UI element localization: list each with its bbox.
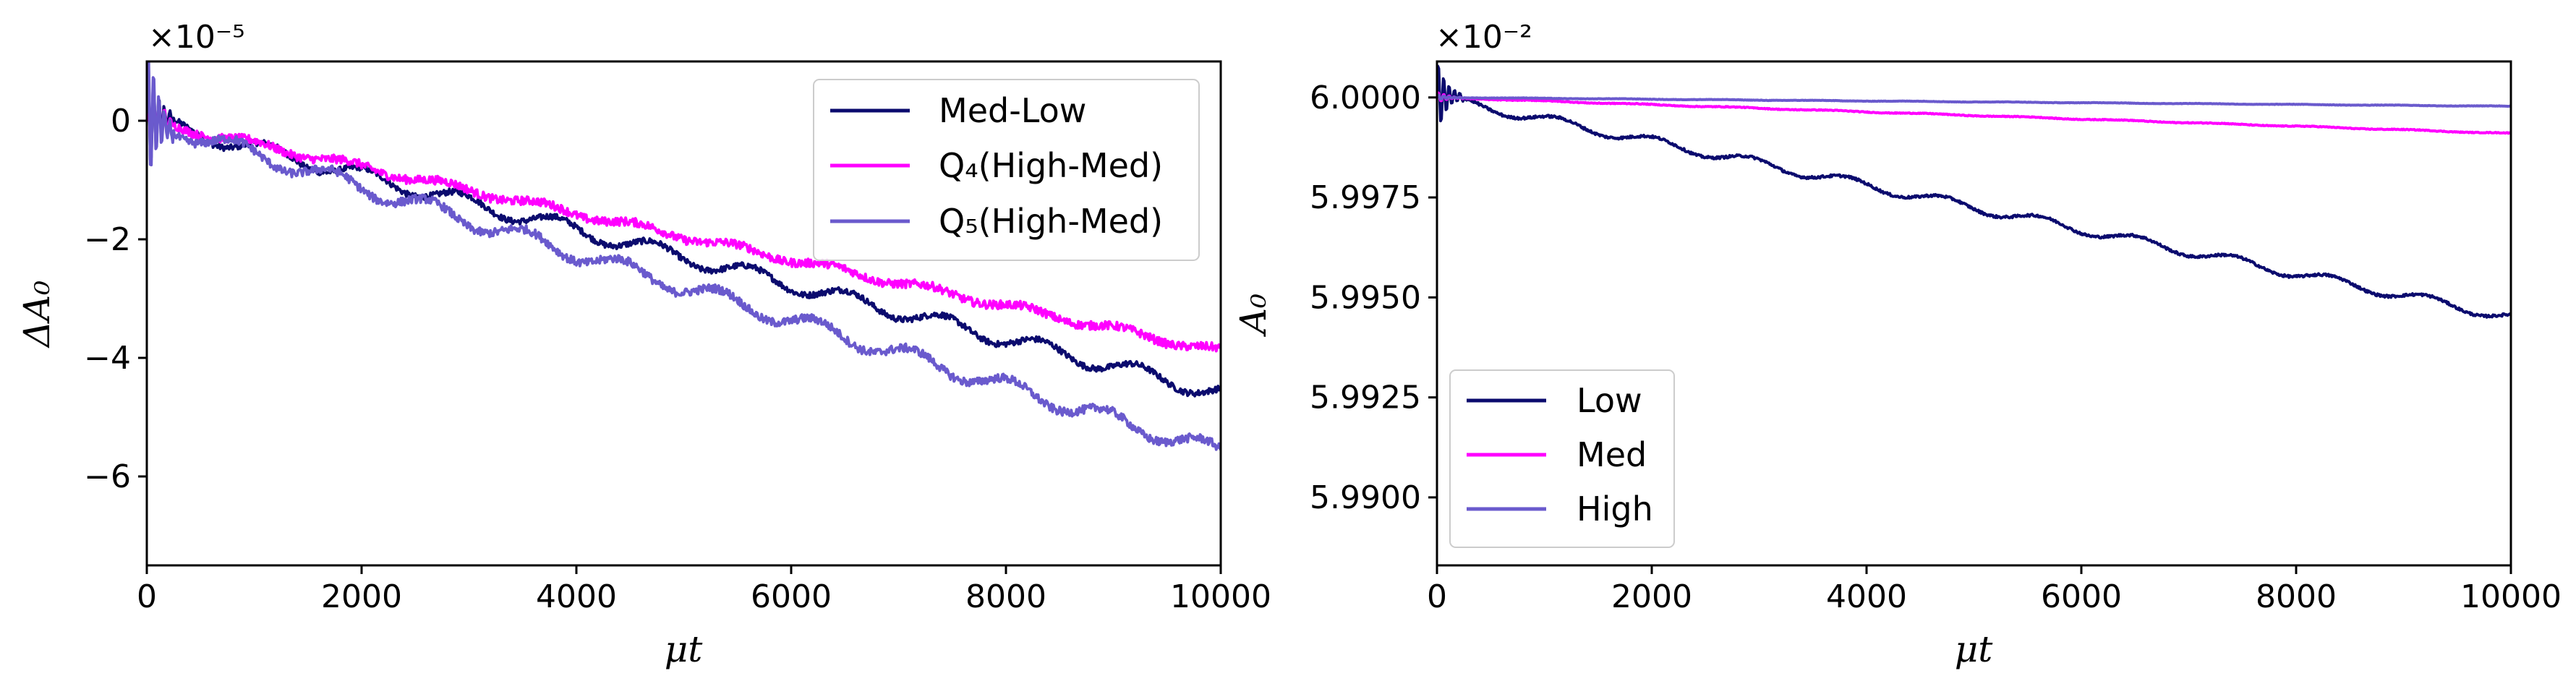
right-legend-label-med: Med bbox=[1577, 435, 1647, 474]
right-y-tick-label: 5.9925 bbox=[1310, 380, 1421, 416]
left-x-tick-label: 4000 bbox=[536, 578, 617, 615]
left-legend-label-q4: Q₄(High-Med) bbox=[939, 146, 1163, 185]
left-legend-label-med-low: Med-Low bbox=[939, 91, 1086, 130]
left-legend-label-q5: Q₅(High-Med) bbox=[939, 202, 1163, 241]
right-x-tick-label: 4000 bbox=[1826, 578, 1907, 615]
left-x-tick-label: 0 bbox=[137, 578, 157, 615]
right-x-tick-label: 8000 bbox=[2256, 578, 2337, 615]
right-x-ticks: 0 2000 4000 6000 8000 10000 bbox=[1427, 565, 2562, 615]
left-x-axis-title: μt bbox=[665, 628, 703, 670]
right-series-line-1 bbox=[1437, 91, 2511, 135]
left-offset-text: ×10⁻⁵ bbox=[148, 19, 245, 56]
left-x-tick-label: 10000 bbox=[1170, 578, 1271, 615]
left-y-tick-label: −4 bbox=[84, 340, 131, 377]
left-y-ticks: 0 −2 −4 −6 bbox=[84, 103, 147, 495]
right-y-ticks: 6.0000 5.9975 5.9950 5.9925 5.9900 bbox=[1310, 80, 1437, 516]
right-x-tick-label: 0 bbox=[1427, 578, 1447, 615]
right-y-tick-label: 5.9900 bbox=[1310, 479, 1421, 516]
left-x-tick-label: 6000 bbox=[751, 578, 832, 615]
left-series-line-1 bbox=[147, 69, 1221, 353]
right-legend-label-low: Low bbox=[1577, 381, 1642, 420]
left-x-ticks: 0 2000 4000 6000 8000 10000 bbox=[137, 565, 1271, 615]
left-x-tick-label: 2000 bbox=[321, 578, 402, 615]
left-y-tick-label: −6 bbox=[84, 458, 131, 495]
right-chart: 0 2000 4000 6000 8000 10000 6.0000 5.9975 5.995… bbox=[1232, 19, 2562, 670]
right-legend: Low Med High bbox=[1449, 369, 1675, 548]
left-legend: Med-Low Q₄(High-Med) Q₅(High-Med) bbox=[813, 79, 1200, 261]
right-series-group bbox=[1437, 64, 2511, 319]
right-series-line-2 bbox=[1437, 93, 2511, 108]
left-y-tick-label: 0 bbox=[111, 103, 131, 140]
left-chart: 0 2000 4000 6000 8000 10000 0−2−4−6 ×10⁻⁵ μt … bbox=[16, 19, 1271, 670]
left-series-line-0 bbox=[147, 65, 1221, 398]
left-legend-box bbox=[813, 79, 1200, 261]
left-plot-frame bbox=[145, 60, 1222, 567]
left-y-tick-label: −2 bbox=[84, 221, 131, 258]
right-x-tick-label: 10000 bbox=[2460, 578, 2562, 615]
left-series-group bbox=[147, 61, 1221, 451]
right-legend-box bbox=[1449, 369, 1675, 548]
right-x-axis-title: μt bbox=[1955, 628, 1993, 670]
right-x-tick-label: 2000 bbox=[1611, 578, 1692, 615]
right-offset-text: ×10⁻² bbox=[1436, 19, 1532, 56]
left-series-line-2 bbox=[147, 61, 1221, 451]
right-legend-label-high: High bbox=[1577, 489, 1653, 528]
right-series-line-0 bbox=[1437, 64, 2511, 319]
right-y-tick-label: 6.0000 bbox=[1310, 80, 1421, 116]
left-x-tick-label: 8000 bbox=[965, 578, 1046, 615]
right-y-tick-label: 5.9975 bbox=[1310, 179, 1421, 216]
left-y-axis-title: ΔA₀ bbox=[16, 281, 58, 348]
right-plot-frame bbox=[1436, 60, 2512, 567]
right-x-tick-label: 6000 bbox=[2041, 578, 2122, 615]
right-y-axis-title: A₀ bbox=[1232, 294, 1274, 337]
right-y-tick-label: 5.9950 bbox=[1310, 279, 1421, 316]
